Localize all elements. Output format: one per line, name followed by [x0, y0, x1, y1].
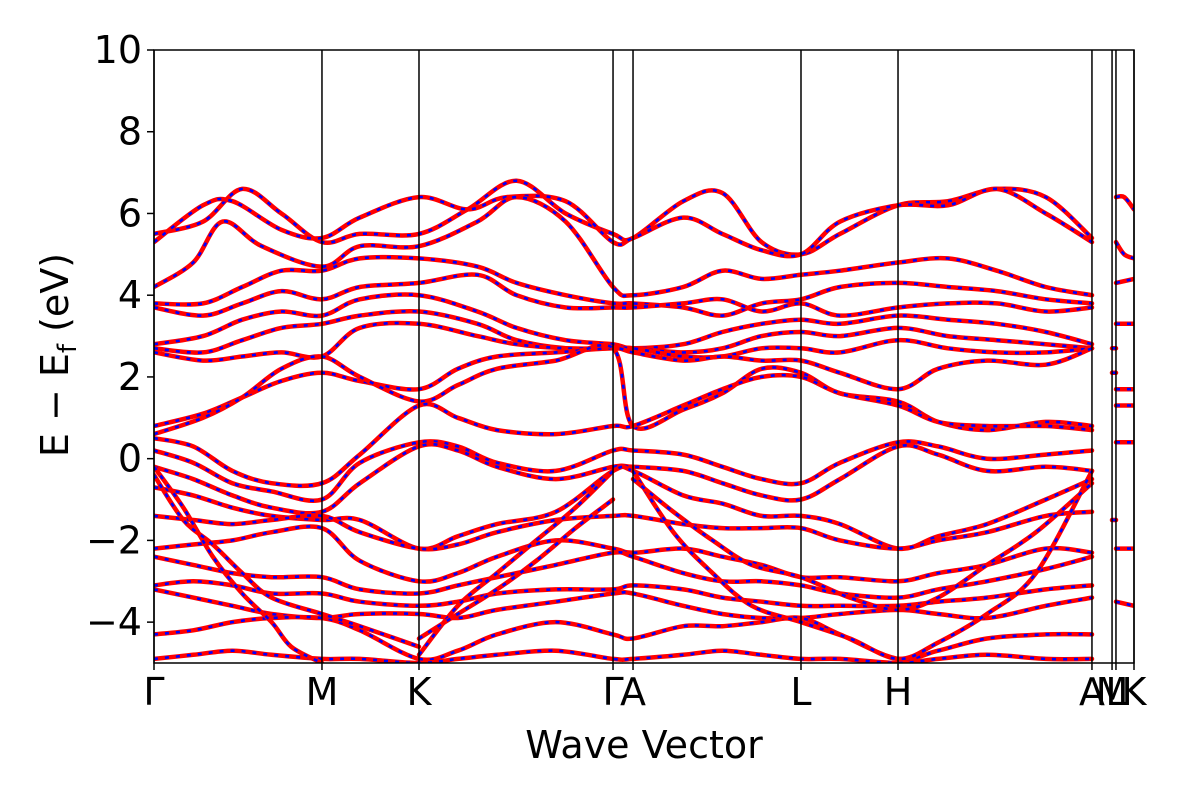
band-19-spin-down — [154, 615, 1093, 661]
band-9-spin-down — [154, 343, 1093, 436]
band-24-spin-up — [416, 497, 616, 641]
band-4-spin-down — [154, 273, 1093, 317]
band-8-spin-down — [154, 346, 1093, 428]
plot-frame — [153, 49, 1135, 664]
x-tick-label-10: K — [1122, 670, 1148, 714]
x-tick-label-0: Γ — [143, 670, 164, 714]
band-6-spin-down — [154, 309, 1093, 354]
band-2-spin-up — [154, 194, 1095, 299]
x-tick-label-4: A — [620, 670, 646, 714]
band-26-spin-up — [630, 476, 1095, 613]
y-axis-ticks: −4 −2 0 2 4 6 8 10 — [86, 28, 154, 644]
x-tick-label-3: Γ — [602, 670, 623, 714]
band-14-spin-up — [154, 509, 1095, 552]
band-1-spin-down — [154, 187, 1093, 258]
band-3-spin-down — [154, 255, 1093, 317]
band-10-spin-down — [154, 373, 1093, 488]
band-0-spin-down — [154, 179, 1093, 256]
x-axis-title: Wave Vector — [525, 723, 763, 767]
y-tick-label-3: 2 — [118, 355, 142, 399]
band-12-spin-down — [154, 442, 1093, 515]
band-20-spin-down — [154, 649, 1093, 663]
band-7-spin-up — [154, 320, 1095, 363]
y-axis-title-subscript: f — [53, 343, 83, 353]
band-22-spin-up — [154, 472, 422, 649]
y-axis-title-main: E − E — [33, 353, 77, 457]
band-9-spin-up — [154, 342, 1095, 437]
x-tick-label-7: A — [1079, 670, 1105, 714]
y-axis-title-unit: (eV) — [33, 253, 77, 344]
y-tick-label-7: 10 — [94, 28, 142, 72]
band-20-spin-up — [154, 648, 1095, 663]
band-11-spin-down — [154, 440, 1093, 502]
band-35-spin-down — [1114, 241, 1134, 260]
band-36-spin-down — [1115, 277, 1134, 285]
y-tick-label-2: 0 — [118, 437, 142, 481]
x-tick-label-6: H — [884, 670, 913, 714]
band-23-spin-down — [417, 469, 614, 656]
y-tick-label-0: −4 — [86, 600, 142, 644]
band-38-spin-down — [1115, 600, 1134, 608]
band-21-spin-down — [154, 466, 323, 663]
band-22-spin-down — [154, 474, 420, 648]
band-16-spin-down — [154, 550, 1093, 600]
x-tick-label-9: L — [1105, 670, 1126, 714]
y-tick-label-1: −2 — [86, 518, 142, 562]
band-34-spin-up — [1113, 193, 1134, 212]
band-12-spin-up — [154, 442, 1095, 516]
y-tick-label-6: 8 — [118, 110, 142, 154]
x-tick-label-8: M — [1096, 670, 1129, 714]
band-14-spin-down — [154, 510, 1093, 551]
x-tick-label-1: M — [306, 670, 339, 714]
band-2-spin-down — [154, 195, 1093, 298]
y-tick-label-4: 4 — [118, 273, 142, 317]
y-tick-label-5: 6 — [118, 191, 142, 235]
y-axis-title: E − Ef (eV) — [33, 253, 83, 457]
bands-layer — [154, 178, 1134, 663]
band-25-spin-down — [631, 470, 1094, 661]
x-tick-label-5: L — [790, 670, 811, 714]
x-tick-label-2: K — [407, 670, 433, 714]
band-34-spin-down — [1115, 194, 1134, 211]
